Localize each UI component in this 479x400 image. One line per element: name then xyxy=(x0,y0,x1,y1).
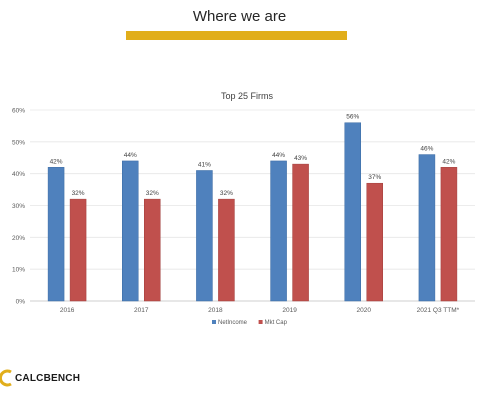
data-label: 37% xyxy=(368,174,381,181)
y-tick-label: 50% xyxy=(12,139,25,146)
legend-swatch xyxy=(212,320,216,324)
legend-label: Mkt Cap xyxy=(265,320,288,326)
y-tick-label: 30% xyxy=(12,203,25,210)
calcbench-logo: CALCBENCH xyxy=(0,368,80,388)
data-label: 44% xyxy=(124,152,137,159)
bar-mktcap xyxy=(440,167,458,302)
x-tick-label: 2019 xyxy=(282,307,297,314)
chart-legend: NetIncome Mkt Cap xyxy=(212,320,288,326)
data-label: 41% xyxy=(198,161,211,168)
bar-netincome xyxy=(344,122,361,302)
data-label: 42% xyxy=(442,158,455,165)
bar-netincome xyxy=(270,160,287,302)
data-label: 32% xyxy=(146,190,159,197)
logo-text: CALCBENCH xyxy=(15,372,81,384)
calcbench-logo-icon xyxy=(0,369,12,387)
chart-bars: 42% 32% 44% 32% 41% 32% 44% 43% 56% 37% 46% 42% xyxy=(47,114,458,302)
legend-label: NetIncome xyxy=(218,320,248,326)
data-label: 43% xyxy=(294,155,307,162)
bar-netincome xyxy=(196,170,213,302)
data-label: 46% xyxy=(420,146,433,153)
chart-gridlines xyxy=(30,109,475,302)
bar-mktcap xyxy=(292,163,309,302)
data-label: 44% xyxy=(272,152,285,159)
bar-netincome xyxy=(47,167,65,302)
data-label: 42% xyxy=(50,158,63,165)
y-axis: 0% 10% 20% 30% 40% 50% 60% xyxy=(12,108,25,306)
slide-title: Where we are xyxy=(192,8,287,25)
data-label: 32% xyxy=(220,190,233,197)
data-label: 32% xyxy=(72,190,85,197)
bar-mktcap xyxy=(366,182,383,302)
x-tick-label: 2021 Q3 TTM* xyxy=(417,307,460,314)
x-axis: 2016 2017 2018 2019 2020 2021 Q3 TTM* xyxy=(60,307,460,314)
legend-swatch xyxy=(258,320,263,324)
data-label: 56% xyxy=(346,114,359,121)
bar-mktcap xyxy=(218,198,235,302)
bar-netincome xyxy=(418,154,436,302)
chart-title: Top 25 Firms xyxy=(221,91,274,101)
bar-mktcap xyxy=(144,198,161,302)
bar-mktcap xyxy=(69,198,87,302)
y-tick-label: 10% xyxy=(12,267,25,274)
y-tick-label: 20% xyxy=(12,235,25,242)
title-accent-bar xyxy=(126,31,347,40)
y-tick-label: 60% xyxy=(12,108,25,115)
x-tick-label: 2018 xyxy=(208,307,223,314)
x-tick-label: 2016 xyxy=(60,307,75,314)
y-tick-label: 40% xyxy=(12,171,25,178)
y-tick-label: 0% xyxy=(16,299,26,306)
x-tick-label: 2020 xyxy=(357,307,372,314)
bar-netincome xyxy=(122,160,139,302)
x-tick-label: 2017 xyxy=(134,307,149,314)
